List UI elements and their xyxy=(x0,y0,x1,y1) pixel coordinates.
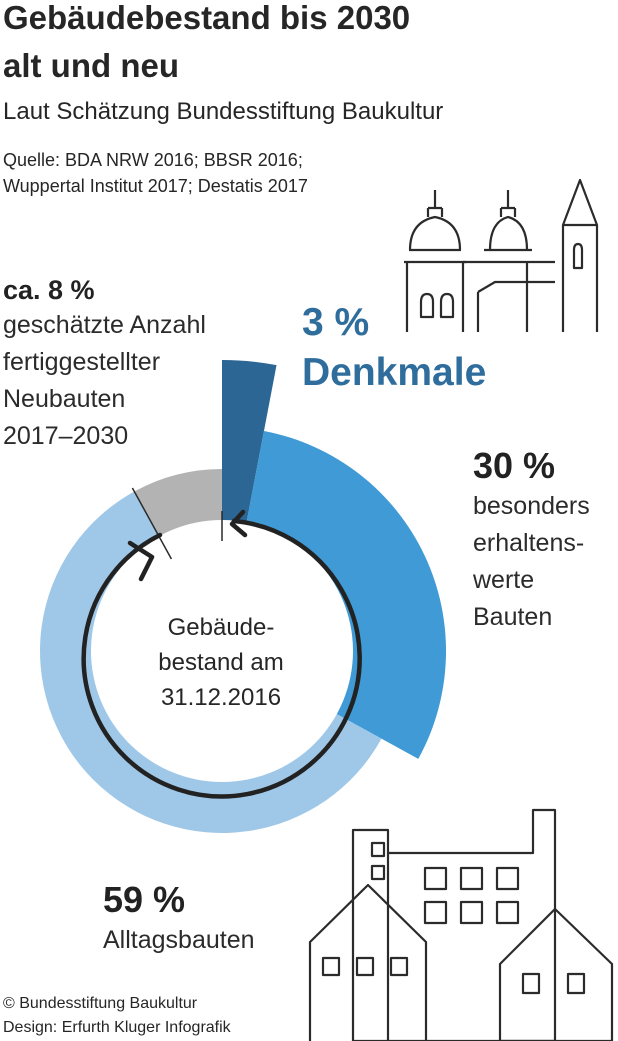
label-neubauten-line-2: fertiggestellter xyxy=(3,348,161,376)
center-line-2: bestand am xyxy=(158,649,284,676)
source-line-2: Wuppertal Institut 2017; Destatis 2017 xyxy=(3,176,308,196)
pct-besonders: 30 % xyxy=(473,445,556,486)
label-alltag-text: Alltagsbauten xyxy=(103,926,255,954)
credit-line-1: © Bundesstiftung Baukultur xyxy=(3,995,198,1012)
label-besonders-line-2: erhaltens- xyxy=(473,529,585,557)
pct-alltag: 59 % xyxy=(103,879,186,920)
label-neubauten-line-3: Neubauten xyxy=(3,385,126,413)
label-denkmale: 3 % Denkmale xyxy=(302,298,486,398)
center-line-1: Gebäude- xyxy=(167,614,275,641)
divider-neubau xyxy=(131,487,173,560)
label-alltag: 59 % Alltagsbauten xyxy=(103,878,255,959)
source-line-1: Quelle: BDA NRW 2016; BBSR 2016; xyxy=(3,150,303,170)
label-denkmale-text: Denkmale xyxy=(302,351,487,394)
pct-denkmale: 3 % xyxy=(302,301,370,344)
source-note: Quelle: BDA NRW 2016; BBSR 2016; Wuppert… xyxy=(3,147,308,199)
center-label: Gebäude- bestand am 31.12.2016 xyxy=(121,610,321,715)
label-besonders-line-1: besonders xyxy=(473,492,590,520)
arrow-cycle-icon xyxy=(81,509,362,799)
center-line-3: 31.12.2016 xyxy=(160,684,282,711)
church-icon xyxy=(404,178,599,332)
pct-neubauten: ca. 8 % xyxy=(3,275,95,305)
donut-hole xyxy=(91,520,353,782)
chart-title: Gebäudebestand bis 2030 alt und neu xyxy=(3,0,410,90)
credits: © Bundesstiftung Baukultur Design: Erfur… xyxy=(3,992,231,1040)
label-besonders-line-4: Bauten xyxy=(473,603,553,631)
label-neubauten-line-1: geschätzte Anzahl xyxy=(3,311,206,339)
label-neubauten-line-4: 2017–2030 xyxy=(3,422,129,450)
chart-subtitle: Laut Schätzung Bundesstiftung Baukultur xyxy=(3,98,444,125)
donut-slices xyxy=(40,360,447,833)
title-line-2: alt und neu xyxy=(3,47,179,84)
label-neubauten: ca. 8 % geschätzte Anzahl fertiggestellt… xyxy=(3,273,206,455)
credit-line-2: Design: Erfurth Kluger Infografik xyxy=(3,1019,231,1036)
houses-factory-icon xyxy=(308,808,614,1041)
label-besonders-line-3: werte xyxy=(473,566,535,594)
title-line-1: Gebäudebestand bis 2030 xyxy=(3,0,411,36)
label-besonders: 30 % besonders erhaltens- werte Bauten xyxy=(473,444,590,636)
